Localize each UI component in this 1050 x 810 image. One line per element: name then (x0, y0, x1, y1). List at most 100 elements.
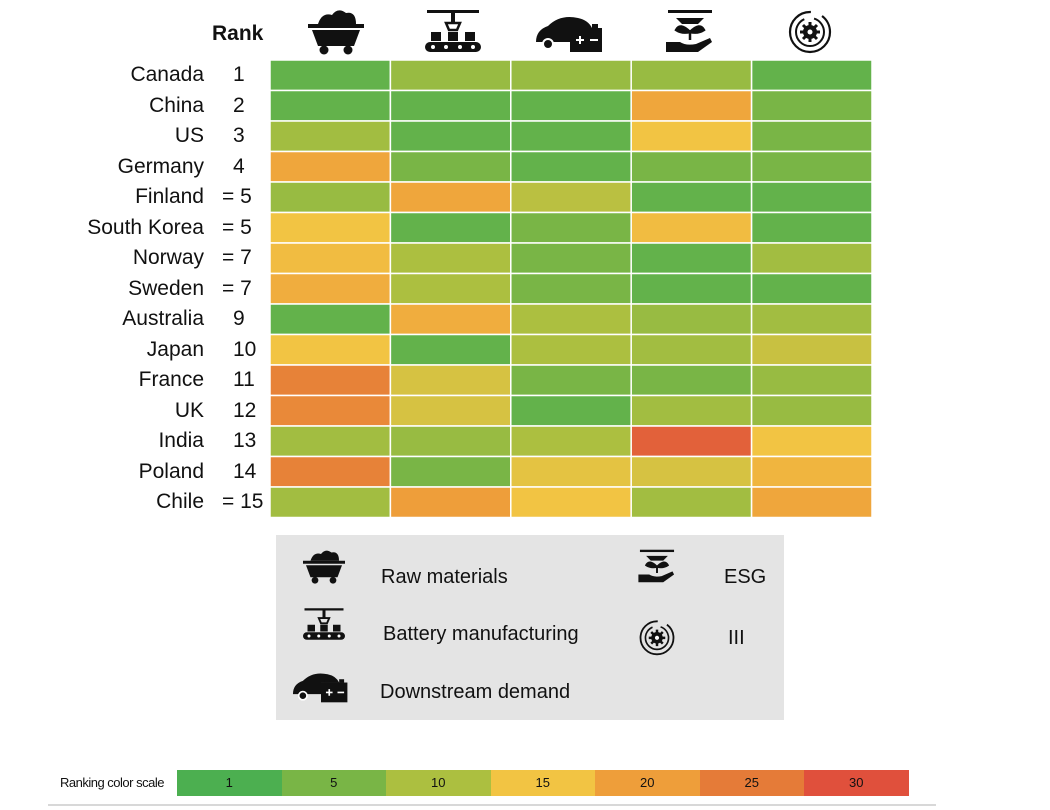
rank-header: Rank (212, 22, 264, 45)
gear-orbit-icon (788, 10, 832, 54)
heatmap-cell-norway-esg (630, 242, 753, 275)
heatmap-cell-poland-iii (750, 455, 873, 488)
heatmap-cell-canada-demand (510, 59, 632, 92)
heatmap-cell-japan-iii (750, 333, 873, 366)
country-label: India (158, 429, 204, 452)
heatmap-cell-norway-battery (389, 242, 512, 275)
country-label: Australia (122, 307, 204, 330)
heatmap-cell-sweden-esg (630, 272, 753, 305)
heatmap-cell-chile-iii (750, 486, 873, 519)
heatmap-cell-us-battery (389, 120, 512, 153)
heatmap-cell-australia-demand (510, 303, 632, 336)
rank-label: = 5 (222, 215, 252, 239)
heatmap-cell-south-korea-demand (510, 211, 632, 244)
country-label: Japan (146, 337, 204, 361)
heatmap-cell-chile-esg (630, 486, 753, 519)
heatmap-cell-germany-demand (510, 150, 632, 183)
rank-label: 1 (233, 63, 245, 86)
color-scale-title: Ranking color scale (60, 775, 164, 790)
legend-electric-car-icon (292, 673, 348, 703)
heatmap-cell-us-esg (630, 120, 753, 153)
heatmap-cell-india-battery (389, 425, 512, 458)
heatmap-cell-canada-battery (389, 59, 512, 92)
heatmap-cell-india-demand (510, 425, 632, 458)
heatmap-cell-norway-demand (510, 242, 632, 275)
heatmap-cell-chile-battery (389, 486, 512, 519)
rank-label: 11 (233, 368, 255, 391)
heatmap-cell-uk-raw (269, 394, 392, 427)
heatmap-cell-uk-esg (630, 394, 753, 427)
heatmap-cell-france-battery (389, 364, 512, 397)
rank-label: 14 (233, 459, 257, 483)
rank-label: 4 (233, 154, 245, 178)
heatmap-cell-china-iii (750, 89, 873, 122)
country-label: Finland (135, 185, 204, 208)
heatmap-cell-france-esg (630, 364, 753, 397)
color-scale-segment: 25 (699, 770, 804, 796)
country-label: UK (174, 398, 204, 422)
heatmap-cell-south-korea-raw (269, 211, 392, 244)
country-label: South Korea (87, 215, 204, 239)
color-scale-segment: 15 (490, 770, 595, 796)
color-scale-segment: 30 (804, 770, 909, 796)
rank-label: 13 (233, 429, 257, 452)
heatmap-cell-china-battery (389, 89, 512, 122)
heatmap-cell-germany-battery (389, 150, 512, 183)
heatmap-cell-india-raw (269, 425, 392, 458)
color-scale-segment: 1 (177, 770, 282, 796)
legend-plant-hand-icon (638, 549, 675, 583)
country-label: France (138, 368, 204, 391)
heatmap-cell-poland-esg (630, 455, 753, 488)
rank-label: = 15 (222, 490, 264, 513)
heatmap-cell-japan-demand (510, 333, 632, 366)
rank-label: = 5 (222, 185, 252, 208)
country-label: Germany (117, 154, 204, 178)
rank-label: = 7 (222, 246, 252, 269)
heatmap-cell-south-korea-esg (630, 211, 753, 244)
rank-label: 9 (233, 307, 245, 330)
legend-label-esg: ESG (724, 566, 767, 588)
heatmap-cell-sweden-iii (750, 272, 873, 305)
heatmap-cell-india-esg (630, 425, 753, 458)
heatmap-cell-sweden-battery (389, 272, 512, 305)
heatmap-cell-australia-esg (630, 303, 753, 336)
rank-label: 10 (233, 337, 257, 361)
heatmap-cell-south-korea-iii (750, 211, 873, 244)
legend-label-iii: III (728, 627, 745, 649)
heatmap-cell-australia-battery (389, 303, 512, 336)
heatmap-cell-poland-battery (389, 455, 512, 488)
rank-label: 3 (233, 124, 245, 147)
legend-label-downstream-demand: Downstream demand (380, 681, 571, 703)
heatmap-cell-canada-esg (630, 59, 753, 92)
heatmap-grid (269, 59, 873, 519)
heatmap-cell-uk-battery (389, 394, 512, 427)
heatmap-cell-china-esg (630, 89, 753, 122)
heatmap-cell-india-iii (750, 425, 873, 458)
country-label: Poland (138, 459, 204, 483)
heatmap-cell-sweden-demand (510, 272, 632, 305)
legend-label-battery-manufacturing: Battery manufacturing (383, 623, 579, 645)
rank-label: = 7 (222, 276, 252, 300)
heatmap-cell-poland-demand (510, 455, 632, 488)
plant-hand-icon (666, 10, 712, 52)
heatmap-cell-finland-raw (269, 181, 392, 214)
heatmap-cell-canada-iii (750, 59, 873, 92)
country-label: Sweden (128, 276, 204, 300)
heatmap-cell-sweden-raw (269, 272, 392, 305)
color-scale-segment: 20 (595, 770, 700, 796)
country-label: China (149, 93, 204, 117)
heatmap-cell-chile-demand (510, 486, 632, 519)
heatmap-cell-france-demand (510, 364, 632, 397)
heatmap-cell-finland-iii (750, 181, 873, 214)
heatmap-cell-china-demand (510, 89, 632, 122)
heatmap-cell-france-iii (750, 364, 873, 397)
mine-cart-icon (308, 10, 364, 55)
heatmap-cell-chile-raw (269, 486, 392, 519)
legend-mine-cart-icon (303, 550, 345, 584)
heatmap-cell-finland-esg (630, 181, 753, 214)
legend-gear-orbit-icon (639, 620, 675, 656)
heatmap-cell-canada-raw (269, 59, 392, 92)
rank-label: 12 (233, 398, 257, 422)
legend-box: Raw materials Battery manufacturing Down… (276, 535, 784, 720)
